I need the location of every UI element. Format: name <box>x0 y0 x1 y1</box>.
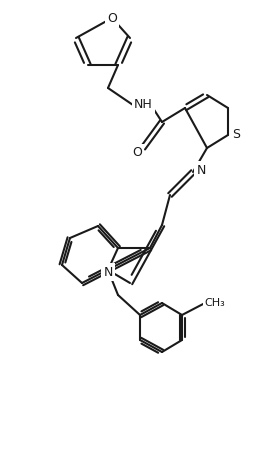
Text: O: O <box>107 11 117 24</box>
Text: O: O <box>132 146 142 159</box>
Text: S: S <box>232 129 240 141</box>
Text: CH₃: CH₃ <box>205 298 225 308</box>
Text: N: N <box>196 164 206 177</box>
Text: NH: NH <box>134 98 152 111</box>
Text: N: N <box>103 265 113 279</box>
